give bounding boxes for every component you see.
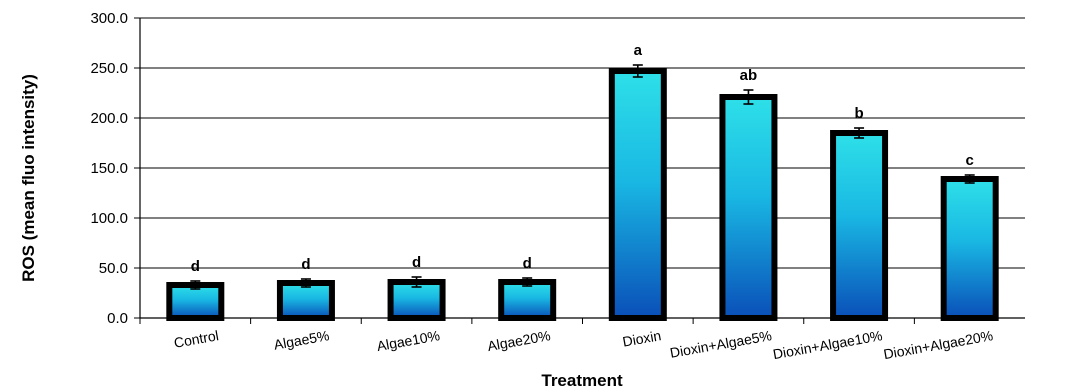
significance-label: d [412, 254, 421, 271]
x-tick-labels: Control Algae5% Algae10% Algae20% Dioxin Diox… [173, 327, 995, 362]
y-tick-label: 300.0 [90, 10, 128, 27]
significance-label: d [301, 256, 310, 273]
y-tick-label: 150.0 [90, 160, 128, 177]
significance-label: b [854, 105, 863, 122]
category-label: Dioxin+Algae10% [772, 327, 884, 362]
category-label: Control [173, 327, 220, 351]
y-tick-label: 0.0 [107, 310, 128, 327]
y-axis-title: ROS (mean fluo intensity) [19, 74, 38, 282]
y-tick-label: 50.0 [99, 260, 128, 277]
bar [719, 94, 778, 321]
category-label: Algae5% [272, 327, 330, 352]
x-axis-title: Treatment [541, 371, 623, 390]
bar [830, 130, 889, 321]
bar [166, 282, 225, 321]
y-tick-label: 100.0 [90, 210, 128, 227]
significance-label: a [634, 42, 643, 59]
significance-label: ab [740, 67, 758, 84]
category-label: Algae20% [486, 327, 552, 354]
category-label: Dioxin+Algae5% [669, 327, 773, 361]
gridlines [140, 17, 1025, 269]
bar [608, 68, 667, 321]
bars [166, 68, 999, 321]
significance-labels: d d d d a ab b c [191, 42, 974, 275]
y-tick-label: 200.0 [90, 110, 128, 127]
bar [498, 279, 557, 321]
significance-label: c [966, 152, 974, 169]
y-tick-labels: 0.0 50.0 100.0 150.0 200.0 250.0 300.0 [90, 10, 140, 327]
y-tick-label: 250.0 [90, 60, 128, 77]
category-label: Algae10% [375, 327, 441, 354]
axes [139, 18, 1025, 324]
significance-label: d [523, 255, 532, 272]
bar [276, 280, 335, 321]
error-bars [190, 64, 975, 290]
bar [940, 176, 999, 321]
category-label: Dioxin [621, 327, 662, 350]
significance-label: d [191, 258, 200, 275]
category-label: Dioxin+Algae20% [882, 327, 994, 362]
